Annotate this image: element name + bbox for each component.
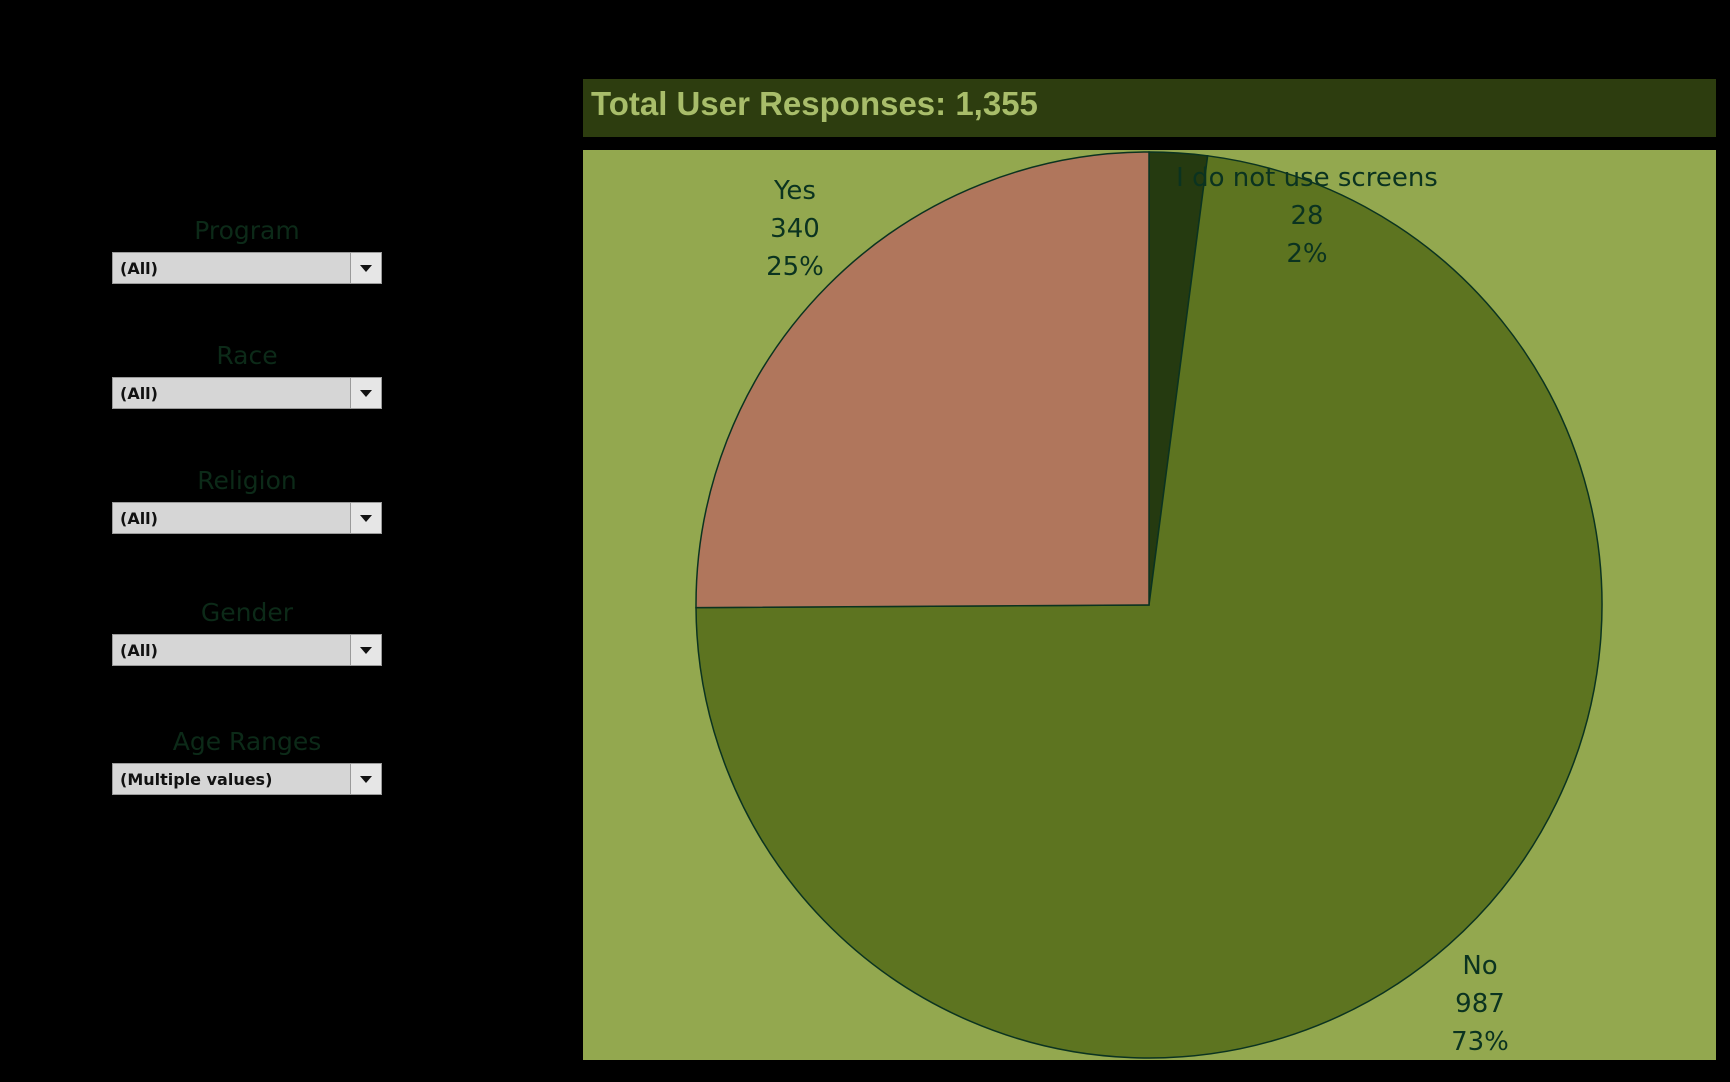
religion-dropdown-value: (All) bbox=[120, 509, 158, 528]
gender-dropdown[interactable]: (All) bbox=[112, 634, 382, 666]
chevron-down-icon[interactable] bbox=[350, 378, 381, 408]
filter-label-race: Race bbox=[216, 341, 278, 370]
chevron-down-icon[interactable] bbox=[350, 764, 381, 794]
religion-dropdown[interactable]: (All) bbox=[112, 502, 382, 534]
filter-age-ranges: Age Ranges (Multiple values) bbox=[112, 725, 382, 795]
filter-religion: Religion (All) bbox=[112, 464, 382, 534]
filter-label-program: Program bbox=[194, 216, 300, 245]
gender-dropdown-value: (All) bbox=[120, 641, 158, 660]
chevron-down-icon[interactable] bbox=[350, 503, 381, 533]
slice-label-name: I do not use screens bbox=[1176, 163, 1438, 193]
pie-chart-area: I do not use screens 28 2% No 987 73% Yes 340 25… bbox=[583, 150, 1716, 1060]
age-ranges-dropdown-value: (Multiple values) bbox=[120, 770, 273, 789]
chart-title: Total User Responses: 1,355 bbox=[591, 85, 1038, 122]
program-dropdown-value: (All) bbox=[120, 259, 158, 278]
filter-gender: Gender (All) bbox=[112, 596, 382, 666]
program-dropdown[interactable]: (All) bbox=[112, 252, 382, 284]
filter-label-gender: Gender bbox=[200, 598, 294, 627]
filter-race: Race (All) bbox=[112, 339, 382, 409]
filter-program: Program (All) bbox=[112, 214, 382, 284]
pie-slice-yes[interactable] bbox=[695, 151, 1150, 609]
slice-label-value: 340 bbox=[770, 214, 820, 244]
filter-label-religion: Religion bbox=[197, 466, 297, 495]
slice-label-name: No bbox=[1462, 951, 1497, 981]
chart-title-bar: Total User Responses: 1,355 bbox=[583, 79, 1716, 142]
pie-slice-no[interactable] bbox=[695, 154, 1603, 1059]
slice-label-percent: 2% bbox=[1286, 239, 1327, 269]
filter-label-age-ranges: Age Ranges bbox=[172, 727, 322, 756]
slice-label-percent: 25% bbox=[766, 252, 824, 282]
chevron-down-icon[interactable] bbox=[350, 253, 381, 283]
race-dropdown-value: (All) bbox=[120, 384, 158, 403]
age-ranges-dropdown[interactable]: (Multiple values) bbox=[112, 763, 382, 795]
slice-label-name: Yes bbox=[773, 176, 816, 206]
filter-panel: Program (All) Race (All) Religion (All) … bbox=[0, 0, 560, 1082]
race-dropdown[interactable]: (All) bbox=[112, 377, 382, 409]
slice-label-value: 987 bbox=[1455, 989, 1505, 1019]
slice-label-value: 28 bbox=[1290, 201, 1323, 231]
slice-label-percent: 73% bbox=[1451, 1027, 1509, 1057]
chevron-down-icon[interactable] bbox=[350, 635, 381, 665]
pie-chart: I do not use screens 28 2% No 987 73% Yes 340 25… bbox=[695, 151, 1603, 1059]
